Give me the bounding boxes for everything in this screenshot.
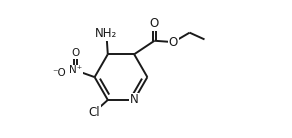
Text: N: N [130, 93, 138, 106]
Text: O: O [150, 17, 159, 30]
Text: O: O [72, 48, 80, 58]
Text: Cl: Cl [88, 106, 100, 119]
Text: ⁻O: ⁻O [53, 68, 66, 78]
Text: NH₂: NH₂ [95, 27, 118, 40]
Text: O: O [169, 36, 178, 49]
Text: N⁺: N⁺ [69, 65, 82, 75]
